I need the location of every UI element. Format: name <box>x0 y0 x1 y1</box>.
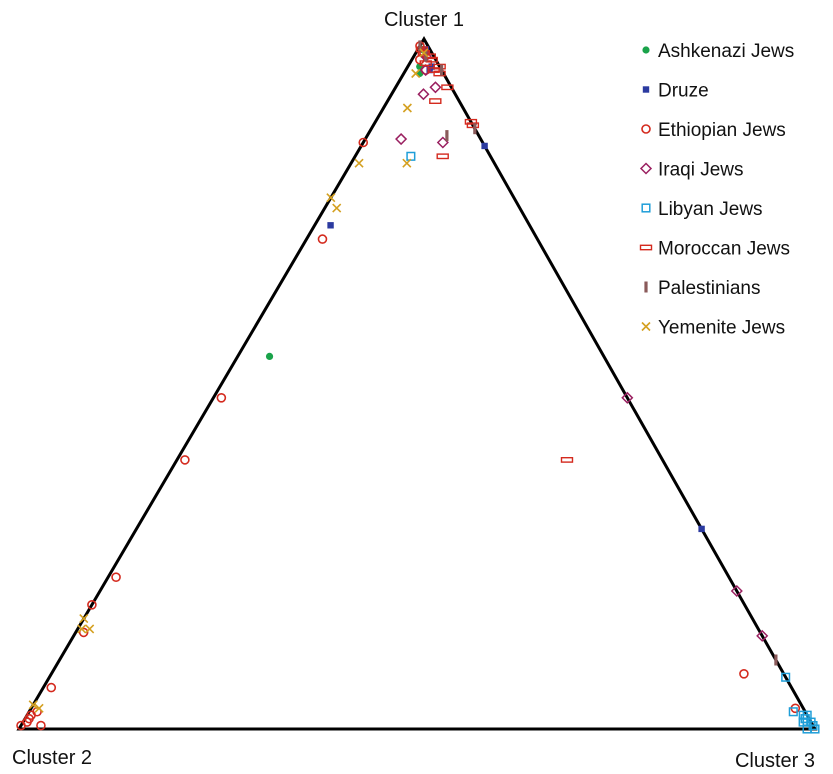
legend-label: Druze <box>658 81 709 102</box>
data-point <box>180 455 190 465</box>
series-ethiopian-jews <box>16 41 801 731</box>
data-point <box>417 88 430 101</box>
data-point <box>429 98 442 105</box>
cluster-3-label: Cluster 3 <box>735 750 815 772</box>
series-palestinians <box>418 40 778 666</box>
data-point <box>802 717 812 727</box>
legend-marker <box>639 162 653 175</box>
data-point <box>428 63 435 70</box>
data-point <box>265 352 274 360</box>
legend-label: Ethiopian Jews <box>658 120 786 141</box>
legend-label: Moroccan Jews <box>658 239 790 260</box>
legend-label: Yemenite Jews <box>658 318 785 339</box>
data-point <box>395 132 408 146</box>
data-point <box>418 40 422 52</box>
data-point <box>216 392 227 403</box>
data-point <box>698 525 705 533</box>
cluster-2-label: Cluster 2 <box>12 747 92 769</box>
legend-item: Moroccan Jews <box>639 239 790 260</box>
data-point <box>621 391 634 404</box>
data-point <box>781 672 791 682</box>
data-point <box>424 50 428 62</box>
legend-marker <box>639 244 653 251</box>
data-point <box>441 84 454 91</box>
legend-item: Palestinians <box>644 278 760 299</box>
legend-item: Libyan Jews <box>641 199 763 220</box>
legend-marker <box>641 203 651 213</box>
legend-label: Iraqi Jews <box>658 160 744 181</box>
data-point <box>730 584 743 598</box>
legend-item: Ashkenazi Jews <box>642 41 794 62</box>
legend-label: Libyan Jews <box>658 199 763 220</box>
data-point <box>28 700 38 710</box>
data-point <box>16 720 26 731</box>
data-point <box>560 457 574 463</box>
legend-marker <box>641 321 651 332</box>
data-point <box>327 222 334 229</box>
data-point <box>332 203 342 213</box>
legend-label: Ashkenazi Jews <box>658 41 794 62</box>
legend-item: Yemenite Jews <box>641 318 785 339</box>
data-point <box>402 158 412 168</box>
data-point <box>411 68 421 79</box>
data-points <box>16 40 820 734</box>
data-point <box>326 193 336 203</box>
data-point <box>788 707 798 717</box>
data-point <box>429 81 442 94</box>
data-point <box>85 624 95 634</box>
legend: Ashkenazi Jews Druze Ethiopian Jews Iraqi J… <box>639 41 794 339</box>
legend-item: Ethiopian Jews <box>641 120 786 141</box>
data-point <box>34 703 44 713</box>
data-point <box>481 142 488 150</box>
data-point <box>46 682 57 693</box>
data-point <box>445 130 449 142</box>
data-point <box>466 122 480 129</box>
data-point <box>473 123 477 135</box>
data-point <box>756 629 769 642</box>
data-point <box>402 103 412 113</box>
data-point <box>36 720 46 731</box>
data-point <box>78 627 89 638</box>
ternary-triangle <box>16 35 818 731</box>
legend-marker <box>642 46 650 54</box>
legend-item: Druze <box>642 81 709 102</box>
legend-label: Palestinians <box>658 278 760 299</box>
data-point <box>739 668 749 679</box>
legend-item: Iraqi Jews <box>639 160 744 181</box>
cluster-1-label: Cluster 1 <box>384 9 464 31</box>
data-point <box>464 118 478 125</box>
data-point <box>774 654 778 666</box>
data-point <box>433 70 446 77</box>
legend-marker <box>641 124 651 134</box>
legend-marker <box>644 281 648 293</box>
series-yemenite-jews <box>28 48 429 713</box>
data-point <box>419 48 429 58</box>
data-point <box>111 572 121 583</box>
legend-marker <box>642 86 650 93</box>
data-point <box>317 234 328 244</box>
data-point <box>358 137 369 148</box>
data-point <box>439 64 444 76</box>
series-moroccan-jews <box>415 46 574 463</box>
data-point <box>436 153 449 160</box>
series-ashkenazi-jews <box>265 45 426 360</box>
data-point <box>354 158 364 168</box>
series-druze <box>327 46 705 533</box>
data-point <box>79 614 89 624</box>
data-point <box>406 151 416 161</box>
data-point <box>77 624 87 634</box>
data-point <box>87 599 97 610</box>
series-libyan-jews <box>406 151 820 734</box>
